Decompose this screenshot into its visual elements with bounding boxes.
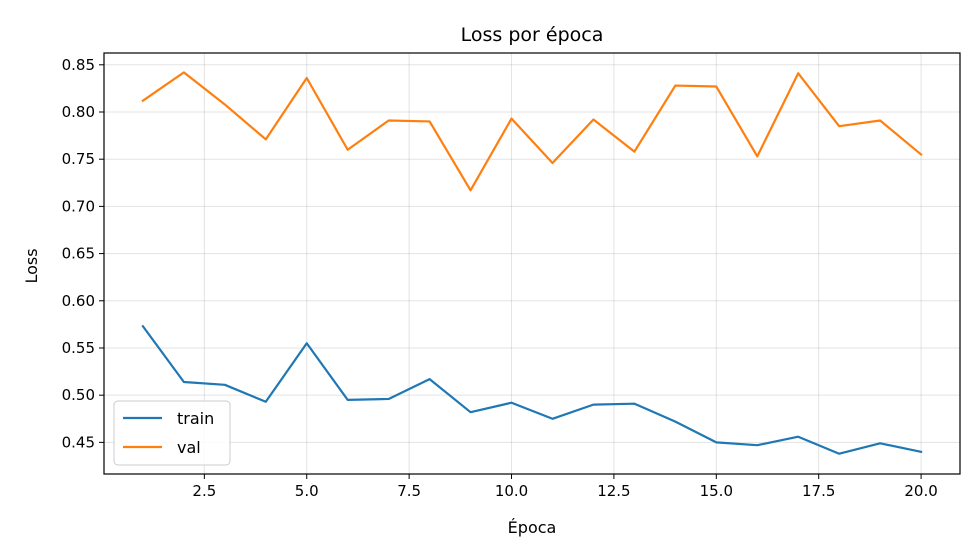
legend: train val	[113, 400, 231, 466]
plot-frame	[103, 52, 961, 475]
x-tick-label: 17.5	[802, 482, 835, 500]
y-axis-label: Loss	[22, 248, 41, 283]
x-tick-label: 12.5	[597, 482, 630, 500]
y-axis-ticks: 0.45 0.50 0.55 0.60 0.65 0.70 0.75 0.80 0.85	[62, 56, 104, 451]
series-lines	[141, 71, 923, 455]
series-line-train	[141, 324, 923, 455]
series-line-val	[141, 71, 923, 192]
y-tick-label: 0.65	[62, 245, 95, 263]
y-tick-label: 0.45	[62, 433, 95, 451]
x-tick-label: 2.5	[192, 482, 216, 500]
x-tick-label: 5.0	[295, 482, 319, 500]
x-tick-label: 7.5	[397, 482, 421, 500]
legend-label-train: train	[177, 409, 214, 428]
x-tick-label: 15.0	[700, 482, 733, 500]
y-tick-label: 0.60	[62, 292, 95, 310]
chart-title: Loss por época	[461, 24, 604, 46]
x-axis-label: Época	[508, 518, 557, 537]
y-tick-label: 0.70	[62, 197, 95, 215]
y-tick-label: 0.80	[62, 103, 95, 121]
x-tick-label: 10.0	[495, 482, 528, 500]
y-tick-label: 0.55	[62, 339, 95, 357]
y-tick-label: 0.85	[62, 56, 95, 74]
y-tick-label: 0.75	[62, 150, 95, 168]
grid	[104, 53, 960, 474]
x-axis-ticks: 2.5 5.0 7.5 10.0 12.5 15.0 17.5 20.0	[192, 474, 938, 500]
legend-label-val: val	[177, 438, 201, 457]
y-tick-label: 0.50	[62, 386, 95, 404]
x-tick-label: 20.0	[904, 482, 937, 500]
